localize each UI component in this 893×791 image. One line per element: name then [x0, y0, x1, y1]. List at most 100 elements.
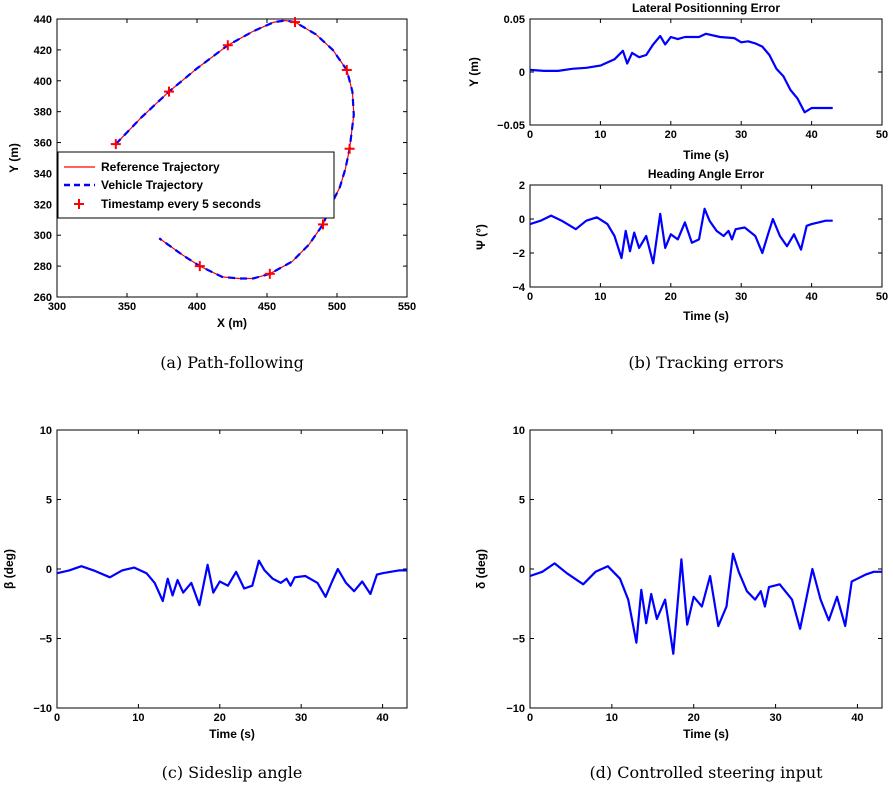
x-tick-label: 10 — [594, 129, 606, 141]
x-tick-label: 50 — [876, 129, 888, 141]
timestamp-marker — [164, 86, 174, 97]
timestamp-marker — [264, 268, 275, 279]
y-tick-label: 380 — [34, 107, 52, 119]
x-tick-label: 0 — [527, 129, 533, 141]
x-tick-label: 10 — [594, 291, 606, 303]
y-tick-label: 0 — [46, 564, 52, 576]
x-tick-label: 40 — [805, 291, 817, 303]
panel-c-axes-frame — [56, 429, 408, 709]
caption-c: (c) Sideslip angle — [162, 763, 303, 782]
y-tick-label: 420 — [34, 45, 52, 57]
series-line — [530, 32, 833, 114]
panel-a: 300 350 400 450 500 550 260 280 300 320 340 360 380 4… — [7, 14, 416, 330]
y-tick-label: 10 — [513, 425, 525, 437]
y-tick-label: 260 — [34, 292, 52, 304]
timestamp-marker — [110, 139, 121, 150]
x-tick-label: 20 — [665, 129, 677, 141]
panel-b-bottom-ticks: 0 10 20 30 40 50 −4 −2 0 2 — [512, 180, 888, 303]
x-tick-label: 30 — [295, 712, 307, 724]
panel-a-xlabel: X (m) — [217, 316, 247, 330]
panel-b-bottom-xlabel: Time (s) — [683, 309, 729, 323]
x-tick-label: 20 — [214, 712, 226, 724]
panel-b-top-xlabel: Time (s) — [683, 148, 729, 162]
y-tick-label: 320 — [34, 199, 52, 211]
caption-a: (a) Path-following — [160, 353, 304, 372]
y-tick-label: 10 — [40, 425, 52, 437]
y-tick-label: 5 — [46, 495, 52, 507]
y-tick-label: 280 — [34, 261, 52, 273]
x-tick-label: 30 — [735, 291, 747, 303]
panel-d-axes-frame — [529, 429, 883, 709]
x-tick-label: 40 — [851, 712, 863, 724]
x-tick-label: 550 — [398, 301, 416, 313]
panel-b-top-ylabel: Y (m) — [467, 57, 481, 87]
panel-c: 0 10 20 30 40 −10 −5 0 5 10 Time (s) β (deg) — [2, 425, 408, 741]
y-tick-label: −10 — [506, 703, 525, 715]
panel-b-top: Lateral Positionning Error 0 10 20 30 40 50 −0… — [467, 1, 888, 162]
x-tick-label: 20 — [688, 712, 700, 724]
y-tick-label: 0 — [519, 67, 525, 79]
caption-b: (b) Tracking errors — [628, 353, 783, 372]
x-tick-label: 400 — [188, 301, 206, 313]
panel-a-ylabel: Y (m) — [7, 143, 21, 173]
y-tick-label: 340 — [34, 168, 52, 180]
x-tick-label: 350 — [118, 301, 136, 313]
x-tick-label: 20 — [665, 291, 677, 303]
x-tick-label: 0 — [527, 291, 533, 303]
timestamp-marker — [194, 261, 205, 272]
y-tick-label: −5 — [512, 634, 525, 646]
x-tick-label: 50 — [876, 291, 888, 303]
timestamp-marker — [290, 17, 300, 28]
panel-b-bottom: Heading Angle Error 0 10 20 30 40 50 −4 −2 0 2 Ti… — [474, 167, 888, 323]
caption-d: (d) Controlled steering input — [589, 763, 823, 782]
legend-timestamp-label: Timestamp every 5 seconds — [101, 197, 261, 211]
legend-timestamp-marker — [74, 199, 84, 209]
y-tick-label: 400 — [34, 76, 52, 88]
legend-vehicle-label: Vehicle Trajectory — [101, 178, 203, 192]
x-tick-label: 10 — [606, 712, 618, 724]
x-tick-label: 0 — [54, 712, 60, 724]
panel-c-xlabel: Time (s) — [209, 727, 255, 741]
timestamp-marker — [344, 143, 355, 154]
series-line — [530, 207, 833, 265]
y-tick-label: −10 — [33, 703, 52, 715]
panel-b-top-plot-area — [530, 32, 833, 114]
panel-c-ylabel: β (deg) — [2, 549, 16, 589]
panel-c-ticks: 0 10 20 30 40 −10 −5 0 5 10 — [33, 425, 407, 724]
panel-d-plot-area — [530, 552, 882, 655]
y-tick-label: 5 — [519, 495, 525, 507]
panel-b-bottom-axes-frame — [529, 184, 883, 288]
y-tick-label: 360 — [34, 138, 52, 150]
panel-b-bottom-title: Heading Angle Error — [648, 167, 765, 181]
y-tick-label: 0 — [519, 564, 525, 576]
panel-b-bottom-ylabel: Ψ (°) — [474, 224, 488, 250]
x-tick-label: 450 — [258, 301, 276, 313]
panel-d-xlabel: Time (s) — [683, 727, 729, 741]
x-tick-label: 40 — [376, 712, 388, 724]
legend-box — [57, 151, 335, 219]
x-tick-label: 10 — [132, 712, 144, 724]
series-line — [57, 559, 407, 607]
series-line — [530, 552, 882, 655]
x-tick-label: 0 — [527, 712, 533, 724]
y-tick-label: 300 — [34, 230, 52, 242]
x-tick-label: 40 — [805, 129, 817, 141]
x-tick-label: 30 — [735, 129, 747, 141]
y-tick-label: −0.05 — [497, 120, 525, 132]
panel-b-top-title: Lateral Positionning Error — [632, 1, 780, 15]
panel-a-plot-area — [110, 17, 355, 280]
y-tick-label: 2 — [519, 180, 525, 192]
x-tick-label: 30 — [769, 712, 781, 724]
x-tick-label: 300 — [48, 301, 66, 313]
legend-reference-label: Reference Trajectory — [101, 160, 220, 174]
y-tick-label: −5 — [39, 634, 52, 646]
y-tick-label: −4 — [512, 282, 525, 294]
x-tick-label: 500 — [328, 301, 346, 313]
panel-d: 0 10 20 30 40 −10 −5 0 5 10 Time (s) δ (deg) — [474, 425, 883, 741]
timestamp-marker — [318, 219, 328, 230]
panel-d-ticks: 0 10 20 30 40 −10 −5 0 5 10 — [506, 425, 882, 724]
panel-a-ticks: 300 350 400 450 500 550 260 280 300 320 340 360 380 4… — [34, 14, 417, 313]
y-tick-label: 440 — [34, 14, 52, 26]
